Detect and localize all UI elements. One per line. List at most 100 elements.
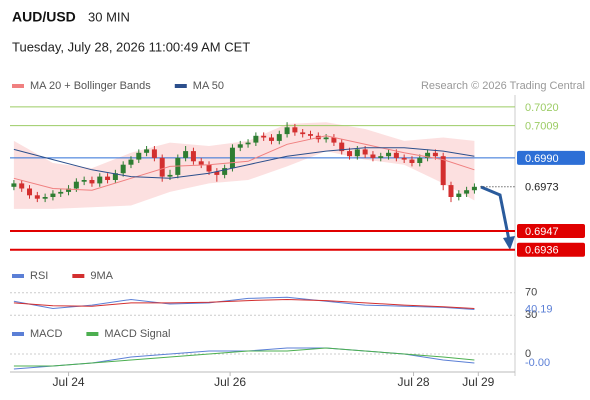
candle-body <box>19 183 25 189</box>
candle-body <box>89 180 95 184</box>
x-tick-label: Jul 24 <box>53 375 85 389</box>
candle-body <box>253 135 259 143</box>
candle-body <box>331 137 337 143</box>
level-tag <box>517 224 585 238</box>
candle-body <box>151 149 157 158</box>
candle-body <box>136 152 142 160</box>
legend-swatch <box>174 84 187 88</box>
candle-body <box>354 149 360 157</box>
candle-body <box>120 164 126 174</box>
legend-swatch <box>12 332 24 336</box>
legend-swatch <box>12 84 24 88</box>
candle-body <box>66 188 72 192</box>
x-tick-label: Jul 26 <box>214 375 246 389</box>
candle-body <box>261 135 267 138</box>
level-label: 0.7020 <box>525 102 559 114</box>
candle-body <box>323 137 329 140</box>
candle-body <box>34 195 40 199</box>
candle-body <box>393 152 399 158</box>
forecast-arrow <box>480 185 511 241</box>
timestamp: Tuesday, July 28, 2026 11:00:49 AM CET <box>12 39 250 54</box>
candle-body <box>190 151 196 162</box>
candle-body <box>432 152 438 157</box>
candle-body <box>58 191 64 194</box>
candle-body <box>81 180 87 182</box>
value-label: 40.19 <box>525 303 553 315</box>
level-label: 30 <box>525 309 537 321</box>
candle-body <box>456 193 462 197</box>
candle-body <box>206 164 212 172</box>
level-label: 0.7009 <box>525 121 559 133</box>
candle-body <box>144 149 150 153</box>
candle-body <box>378 156 384 158</box>
series-line <box>13 298 475 309</box>
candle-body <box>112 173 118 180</box>
candle-body <box>105 176 111 180</box>
candle-body <box>268 137 274 141</box>
legend-label: MA 50 <box>193 80 224 92</box>
candle-body <box>42 197 48 199</box>
series-line <box>13 296 475 310</box>
candle-body <box>284 127 290 135</box>
candle-body <box>425 152 431 158</box>
candle-body <box>167 174 173 177</box>
candle-body <box>339 142 345 152</box>
legend-label: MACD <box>30 328 62 340</box>
candle-body <box>448 185 454 197</box>
value-label: -0.00 <box>525 357 550 369</box>
candle-body <box>401 157 407 160</box>
candle-body <box>11 183 17 187</box>
legend-label: RSI <box>30 270 48 282</box>
candle-body <box>300 132 306 135</box>
candle-body <box>471 186 477 191</box>
level-label: 0.6990 <box>525 153 559 165</box>
candle-body <box>362 149 368 155</box>
legend-label: MACD Signal <box>104 328 170 340</box>
legend-label: MA 20 + Bollinger Bands <box>30 80 151 92</box>
forecast-arrowhead <box>503 236 515 250</box>
candle-body <box>27 188 33 196</box>
candle-body <box>73 181 79 189</box>
x-tick-label: Jul 29 <box>462 375 494 389</box>
series-line <box>13 347 475 367</box>
candle-body <box>245 142 251 145</box>
series-line <box>13 147 475 179</box>
level-label: 70 <box>525 287 537 299</box>
level-label: 0.6936 <box>525 245 559 257</box>
candle-body <box>417 157 423 163</box>
candle-body <box>308 134 314 136</box>
legend-label: 9MA <box>90 270 113 282</box>
x-tick-label: Jul 28 <box>398 375 430 389</box>
candle-body <box>159 157 165 177</box>
candle-body <box>440 156 446 186</box>
candle-body <box>237 144 243 148</box>
candle-body <box>198 161 204 165</box>
level-label: 0.6973 <box>525 182 559 194</box>
candle-body <box>276 134 282 141</box>
candle-body <box>464 190 470 194</box>
candle-body <box>292 127 298 133</box>
level-label: 0.6947 <box>525 226 559 238</box>
level-tag <box>517 242 585 257</box>
candle-body <box>409 159 415 163</box>
candle-body <box>386 152 392 157</box>
candle-body <box>97 176 103 184</box>
candle-body <box>370 154 376 158</box>
candle-body <box>50 193 56 197</box>
credit: Research © 2026 Trading Central <box>421 80 585 92</box>
level-label: 0 <box>525 348 531 360</box>
candle-body <box>222 168 228 175</box>
symbol: AUD/USD <box>12 9 76 25</box>
candle-body <box>229 147 235 169</box>
candle-body <box>347 151 353 157</box>
candle-body <box>214 171 220 175</box>
candle-body <box>183 151 189 158</box>
candle-body <box>128 159 134 165</box>
interval: 30 MIN <box>88 9 130 24</box>
legend-swatch <box>72 274 85 278</box>
legend-swatch <box>12 274 24 278</box>
legend-swatch <box>86 332 99 336</box>
series-line <box>13 135 475 191</box>
